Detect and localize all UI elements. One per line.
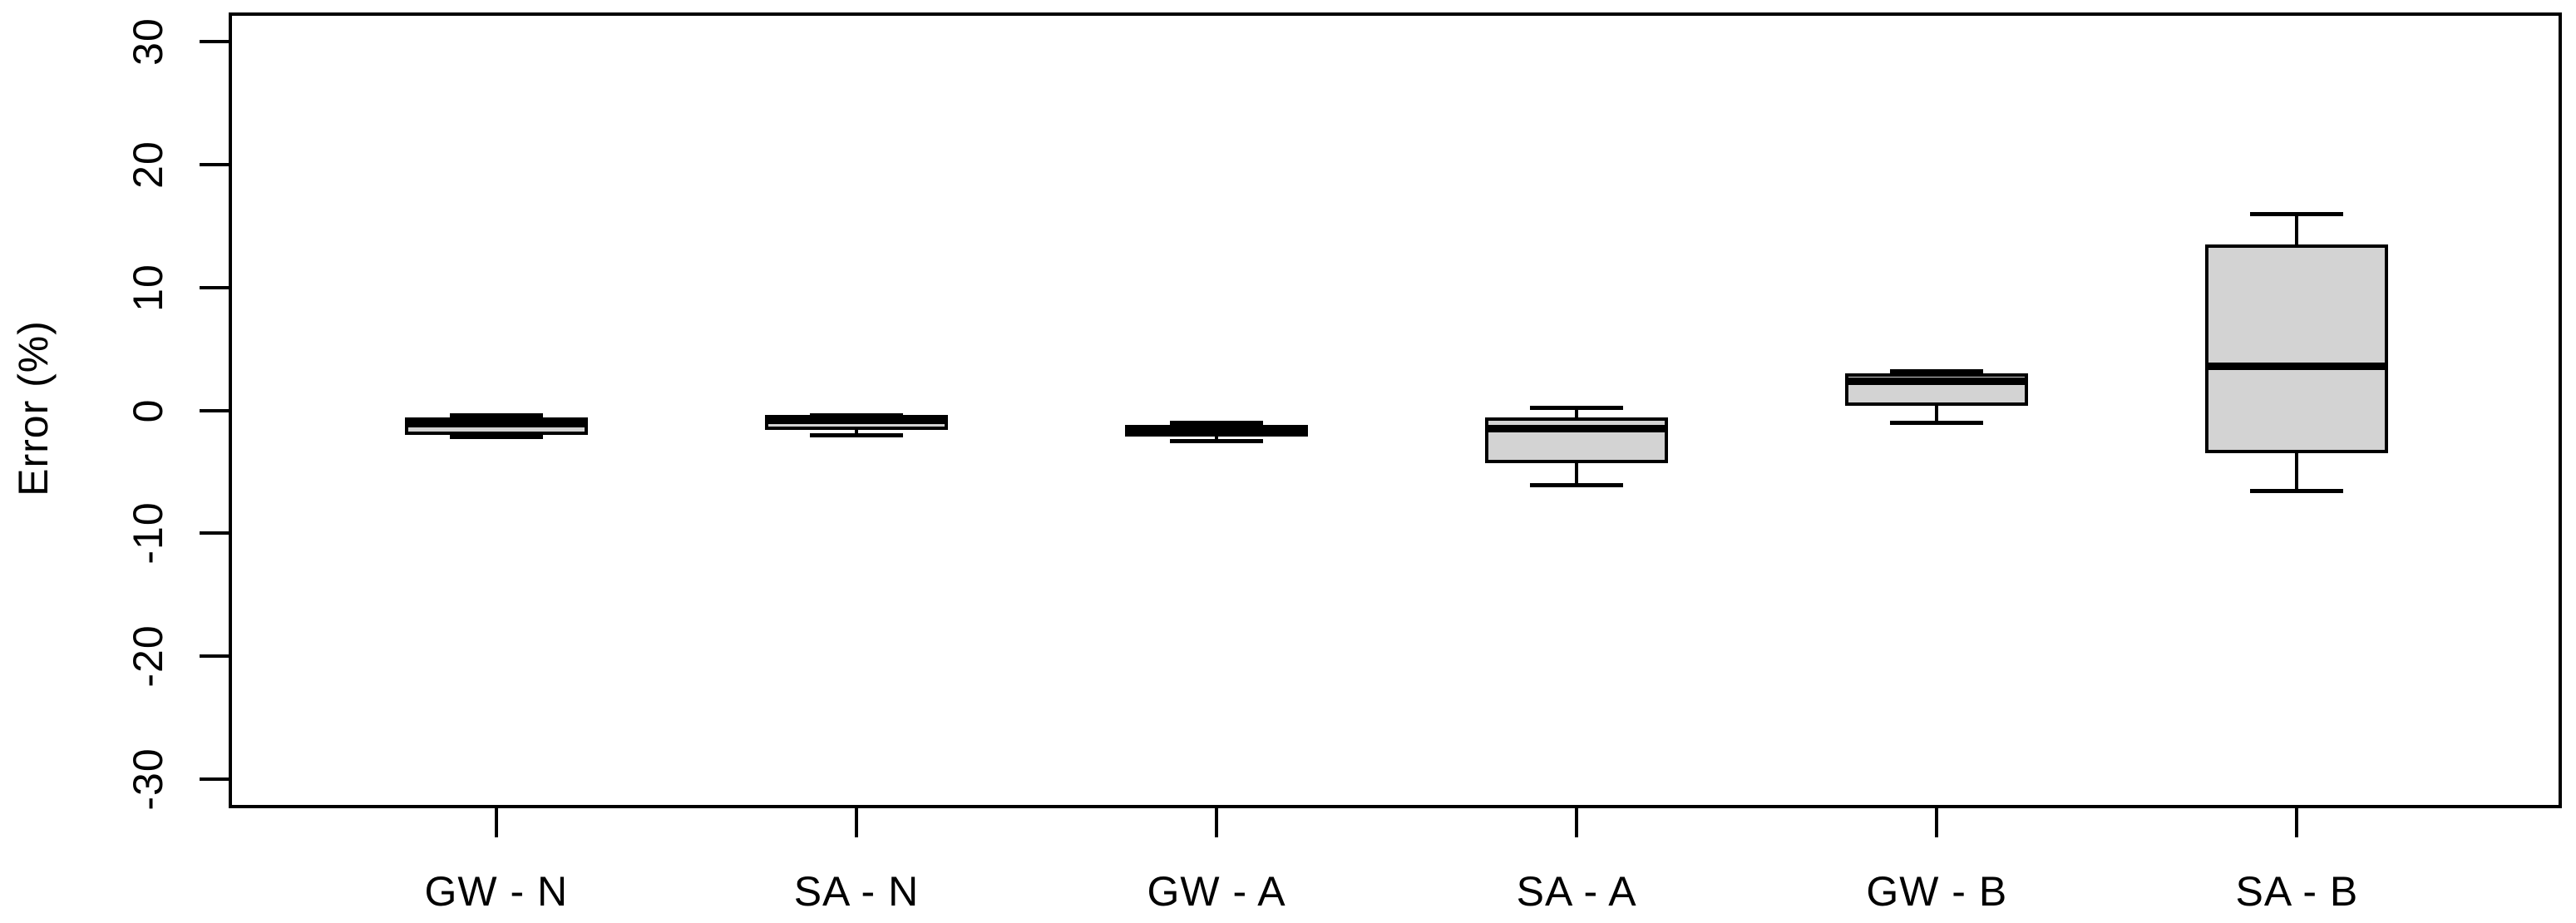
plot-area xyxy=(229,12,2562,808)
gw-n-upper-whisker-cap xyxy=(449,412,543,417)
sa-b-median-line xyxy=(2205,362,2389,370)
sa-n-lower-whisker-cap xyxy=(809,432,903,437)
sa-n-median-line xyxy=(764,416,948,424)
sa-n-lower-whisker-line xyxy=(854,430,858,436)
sa-a-lower-whisker-line xyxy=(1575,463,1579,486)
x-tick-label-gw-n: GW - N xyxy=(424,868,569,915)
sa-b-lower-whisker-line xyxy=(2295,453,2299,491)
gw-a-median-line xyxy=(1125,426,1309,434)
sa-b-lower-whisker-cap xyxy=(2250,489,2344,494)
gw-a-lower-whisker-line xyxy=(1215,436,1219,442)
y-tick-0 xyxy=(200,408,229,412)
y-tick-label-30: 30 xyxy=(125,17,171,67)
sa-a-upper-whisker-cap xyxy=(1530,406,1624,411)
y-tick-20 xyxy=(200,163,229,167)
gw-a-lower-whisker-cap xyxy=(1170,438,1264,443)
x-tick-label-sa-b: SA - B xyxy=(2235,868,2359,915)
y-tick-label--30: -30 xyxy=(125,747,171,811)
gw-n-lower-whisker-cap xyxy=(449,435,543,440)
x-tick-label-sa-n: SA - N xyxy=(793,868,920,915)
sa-a-upper-whisker-line xyxy=(1575,407,1579,418)
x-tick-sa-b xyxy=(2295,808,2299,837)
y-tick-label--10: -10 xyxy=(125,501,171,565)
y-axis-title: Error (%) xyxy=(10,320,57,496)
x-tick-label-gw-b: GW - B xyxy=(1866,868,2008,915)
gw-b-median-line xyxy=(1845,377,2029,385)
y-tick--30 xyxy=(200,777,229,781)
gw-b-upper-whisker-cap xyxy=(1890,368,1984,373)
x-tick-sa-n xyxy=(854,808,858,837)
x-tick-label-sa-a: SA - A xyxy=(1516,868,1637,915)
gw-b-lower-whisker-line xyxy=(1935,405,1939,423)
x-tick-gw-n xyxy=(494,808,498,837)
sa-b-iqr-box xyxy=(2205,244,2389,454)
y-tick--10 xyxy=(200,531,229,536)
x-tick-sa-a xyxy=(1575,808,1579,837)
sa-b-upper-whisker-cap xyxy=(2250,211,2344,216)
x-tick-gw-b xyxy=(1935,808,1939,837)
y-tick-30 xyxy=(200,40,229,44)
sa-a-lower-whisker-cap xyxy=(1530,483,1624,488)
x-tick-gw-a xyxy=(1215,808,1219,837)
gw-n-median-line xyxy=(404,420,588,428)
y-tick-label-10: 10 xyxy=(125,264,171,312)
y-tick-label--20: -20 xyxy=(125,624,171,688)
y-tick-10 xyxy=(200,285,229,289)
gw-a-upper-whisker-cap xyxy=(1170,420,1264,425)
y-tick--20 xyxy=(200,654,229,658)
sa-a-median-line xyxy=(1485,425,1669,433)
x-tick-label-gw-a: GW - A xyxy=(1147,868,1286,915)
gw-b-lower-whisker-cap xyxy=(1890,420,1984,425)
sa-b-upper-whisker-line xyxy=(2295,214,2299,245)
y-tick-label-0: 0 xyxy=(125,398,171,422)
y-tick-label-20: 20 xyxy=(125,141,171,189)
